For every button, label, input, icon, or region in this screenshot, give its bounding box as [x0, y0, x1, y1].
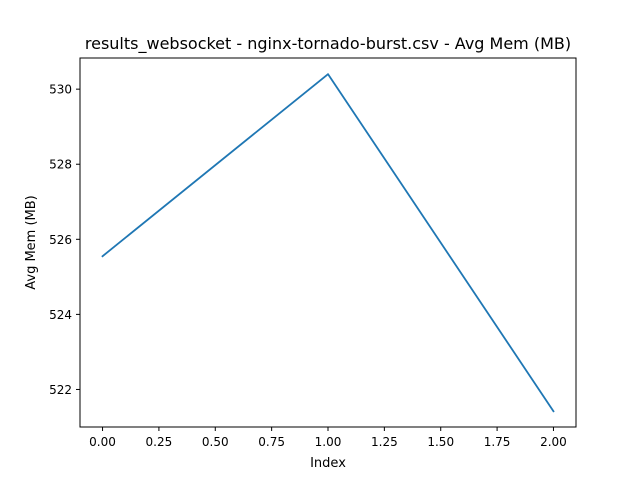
x-tick-label: 0.00	[89, 435, 116, 449]
x-tick-label: 0.75	[258, 435, 285, 449]
x-tick-label: 1.75	[484, 435, 511, 449]
plot-area	[101, 73, 555, 413]
x-tick-label: 1.25	[371, 435, 398, 449]
y-axis-label: Avg Mem (MB)	[24, 195, 39, 290]
y-tick-label: 526	[49, 233, 72, 247]
axes-frame	[79, 57, 577, 428]
y-tick-label: 530	[49, 83, 72, 97]
chart-title: results_websocket - nginx-tornado-burst.…	[85, 34, 571, 54]
y-tick-label: 528	[49, 158, 72, 172]
x-tick-label: 1.00	[315, 435, 342, 449]
x-tick-label: 0.25	[146, 435, 173, 449]
y-tick-label: 524	[49, 308, 72, 322]
y-tick-label: 522	[49, 383, 72, 397]
x-tick-label: 0.50	[202, 435, 229, 449]
x-axis-label: Index	[310, 456, 346, 471]
x-tick-label: 1.50	[427, 435, 454, 449]
axis-ticks: 0.00 0.25 0.50 0.75 1.00 1.25 1.50 1.75 2.00 522 5…	[49, 83, 567, 449]
series-line	[101, 73, 555, 413]
x-tick-label: 2.00	[540, 435, 567, 449]
